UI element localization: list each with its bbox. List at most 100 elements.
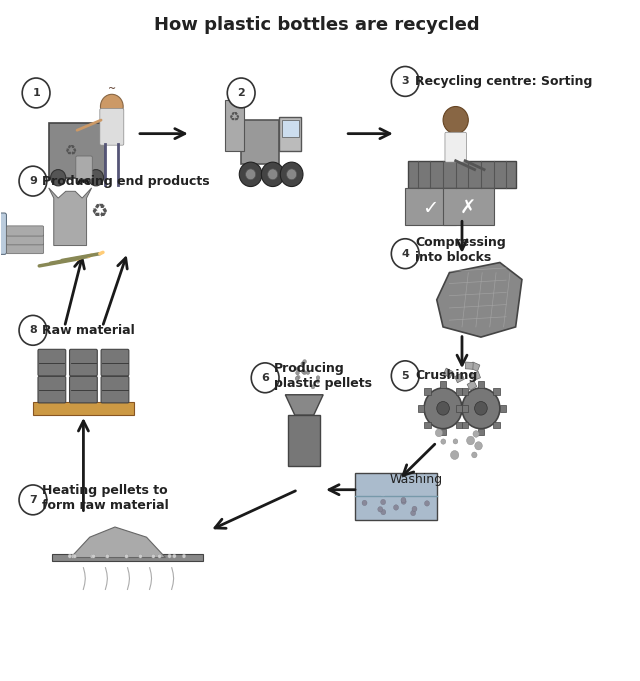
Circle shape (316, 376, 320, 380)
Polygon shape (471, 371, 481, 381)
Text: 1: 1 (32, 88, 40, 98)
Text: 8: 8 (29, 326, 37, 335)
Circle shape (296, 371, 300, 375)
Circle shape (296, 375, 300, 379)
Circle shape (68, 554, 72, 558)
FancyBboxPatch shape (282, 120, 299, 137)
Circle shape (436, 402, 449, 415)
Circle shape (88, 170, 104, 186)
FancyBboxPatch shape (424, 422, 431, 428)
Circle shape (303, 370, 307, 375)
Polygon shape (49, 188, 92, 246)
Circle shape (172, 554, 176, 558)
Text: ~: ~ (108, 84, 116, 94)
FancyBboxPatch shape (76, 156, 92, 179)
Circle shape (435, 429, 443, 437)
Text: Recycling centre: Sorting: Recycling centre: Sorting (415, 75, 592, 88)
Text: Compressing
into blocks: Compressing into blocks (415, 236, 506, 264)
Text: How plastic bottles are recycled: How plastic bottles are recycled (154, 16, 480, 34)
Circle shape (90, 554, 94, 558)
FancyBboxPatch shape (6, 235, 44, 245)
Circle shape (252, 363, 279, 393)
Circle shape (19, 485, 47, 515)
Text: Producing
plastic pellets: Producing plastic pellets (274, 362, 372, 390)
Circle shape (261, 162, 284, 187)
FancyBboxPatch shape (424, 388, 431, 395)
Circle shape (22, 78, 50, 108)
Circle shape (280, 162, 303, 187)
FancyBboxPatch shape (456, 405, 462, 412)
Polygon shape (71, 527, 166, 558)
Circle shape (381, 509, 386, 515)
FancyBboxPatch shape (462, 422, 468, 428)
Circle shape (424, 501, 429, 506)
Circle shape (391, 239, 419, 268)
Text: ♻: ♻ (229, 110, 241, 123)
FancyBboxPatch shape (49, 123, 106, 178)
FancyBboxPatch shape (241, 120, 279, 164)
Text: Washing: Washing (389, 473, 442, 486)
FancyBboxPatch shape (462, 388, 468, 395)
FancyBboxPatch shape (462, 405, 468, 412)
FancyBboxPatch shape (408, 161, 516, 188)
Circle shape (301, 362, 305, 366)
FancyBboxPatch shape (70, 377, 97, 403)
Circle shape (316, 379, 320, 383)
Polygon shape (454, 373, 464, 383)
FancyBboxPatch shape (279, 116, 301, 151)
FancyBboxPatch shape (6, 226, 44, 236)
Circle shape (239, 162, 262, 187)
Circle shape (19, 166, 47, 196)
Polygon shape (285, 395, 323, 415)
Circle shape (296, 367, 300, 371)
FancyBboxPatch shape (418, 405, 424, 412)
Circle shape (475, 402, 487, 415)
FancyBboxPatch shape (443, 188, 493, 225)
Circle shape (462, 388, 500, 428)
Circle shape (227, 78, 255, 108)
FancyBboxPatch shape (493, 388, 500, 395)
Circle shape (73, 554, 77, 558)
Circle shape (295, 377, 299, 381)
Circle shape (106, 554, 109, 558)
FancyBboxPatch shape (440, 428, 446, 435)
Circle shape (472, 452, 477, 458)
Circle shape (301, 369, 305, 373)
Text: 5: 5 (401, 370, 409, 381)
FancyBboxPatch shape (101, 349, 129, 376)
FancyBboxPatch shape (456, 388, 462, 395)
FancyBboxPatch shape (445, 132, 467, 162)
Circle shape (394, 505, 399, 510)
Circle shape (92, 554, 95, 558)
Circle shape (125, 554, 129, 558)
FancyBboxPatch shape (38, 349, 66, 376)
Circle shape (287, 169, 297, 180)
Text: Heating pellets to
form raw material: Heating pellets to form raw material (42, 484, 169, 512)
FancyBboxPatch shape (0, 213, 6, 255)
Circle shape (391, 361, 419, 391)
Text: 4: 4 (401, 249, 409, 259)
Circle shape (441, 439, 446, 444)
Circle shape (401, 497, 406, 503)
FancyBboxPatch shape (289, 415, 320, 466)
FancyBboxPatch shape (101, 377, 129, 403)
Text: 7: 7 (29, 495, 37, 505)
Circle shape (152, 554, 156, 558)
Text: Raw material: Raw material (42, 324, 135, 337)
Circle shape (411, 510, 415, 516)
FancyBboxPatch shape (440, 381, 446, 388)
FancyBboxPatch shape (478, 381, 484, 388)
Circle shape (424, 388, 462, 428)
FancyBboxPatch shape (478, 428, 484, 435)
Circle shape (475, 442, 483, 450)
Circle shape (311, 385, 315, 389)
Text: Producing end products: Producing end products (42, 174, 210, 188)
Circle shape (100, 94, 123, 118)
FancyBboxPatch shape (355, 473, 436, 520)
Polygon shape (444, 368, 453, 378)
Circle shape (182, 554, 186, 558)
Circle shape (378, 507, 383, 512)
Circle shape (246, 169, 255, 180)
Circle shape (451, 451, 459, 460)
FancyBboxPatch shape (38, 377, 66, 403)
